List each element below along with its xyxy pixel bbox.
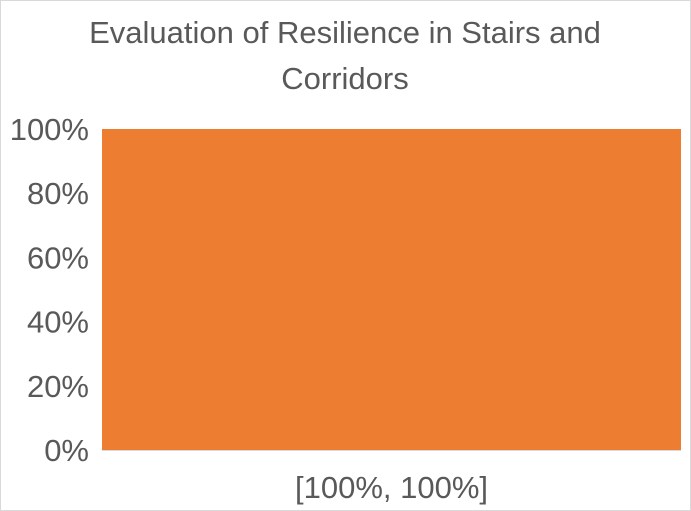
y-tick-label: 0% <box>44 433 89 468</box>
chart-title-line-1: Evaluation of Resilience in Stairs and <box>89 15 601 50</box>
x-axis: [100%, 100%] <box>102 450 681 505</box>
bar <box>102 129 681 450</box>
y-tick-label: 40% <box>27 305 89 340</box>
chart-title-line-2: Corridors <box>281 61 408 96</box>
y-axis: 0% 20% 40% 60% 80% 100% <box>10 112 89 468</box>
y-tick-label: 80% <box>27 176 89 211</box>
y-tick-label: 20% <box>27 369 89 404</box>
x-category-label: [100%, 100%] <box>295 470 488 505</box>
y-tick-label: 100% <box>10 112 89 147</box>
y-tick-label: 60% <box>27 240 89 275</box>
bars-group <box>102 129 681 450</box>
